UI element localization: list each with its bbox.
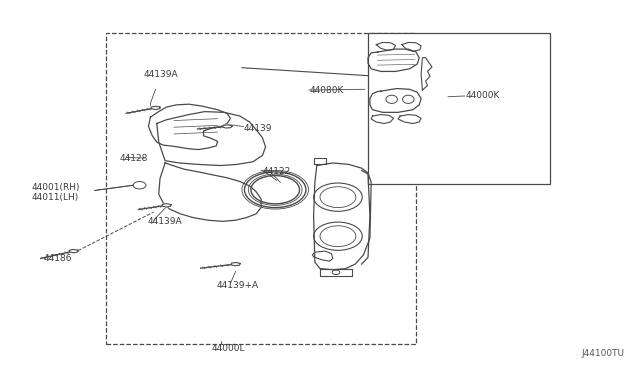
Bar [106,33,416,344]
Text: 44000L: 44000L [211,344,244,353]
Text: J44100TU: J44100TU [581,349,624,358]
Polygon shape [222,125,232,128]
Polygon shape [151,106,160,109]
Text: 44011(LH): 44011(LH) [32,193,79,202]
Text: 44128: 44128 [120,154,148,163]
Text: 44139A: 44139A [147,217,182,226]
Text: 44139A: 44139A [144,70,179,79]
Text: 44139: 44139 [243,124,272,133]
Text: 44001(RH): 44001(RH) [32,183,81,192]
Text: 44000K: 44000K [466,92,500,100]
Polygon shape [69,250,78,253]
Text: 44080K: 44080K [309,86,344,95]
Bar [368,33,550,184]
Text: 44139+A: 44139+A [216,281,259,290]
Polygon shape [162,204,171,207]
Text: 44186: 44186 [44,254,72,263]
Text: 44122: 44122 [262,167,291,176]
Polygon shape [230,263,241,266]
